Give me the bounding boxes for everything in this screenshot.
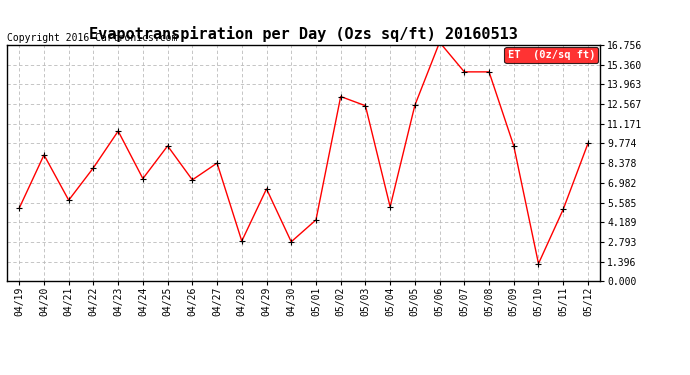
Text: Copyright 2016 Cartronics.com: Copyright 2016 Cartronics.com — [7, 33, 177, 43]
Legend: ET  (0z/sq ft): ET (0z/sq ft) — [504, 47, 598, 63]
Title: Evapotranspiration per Day (Ozs sq/ft) 20160513: Evapotranspiration per Day (Ozs sq/ft) 2… — [89, 27, 518, 42]
